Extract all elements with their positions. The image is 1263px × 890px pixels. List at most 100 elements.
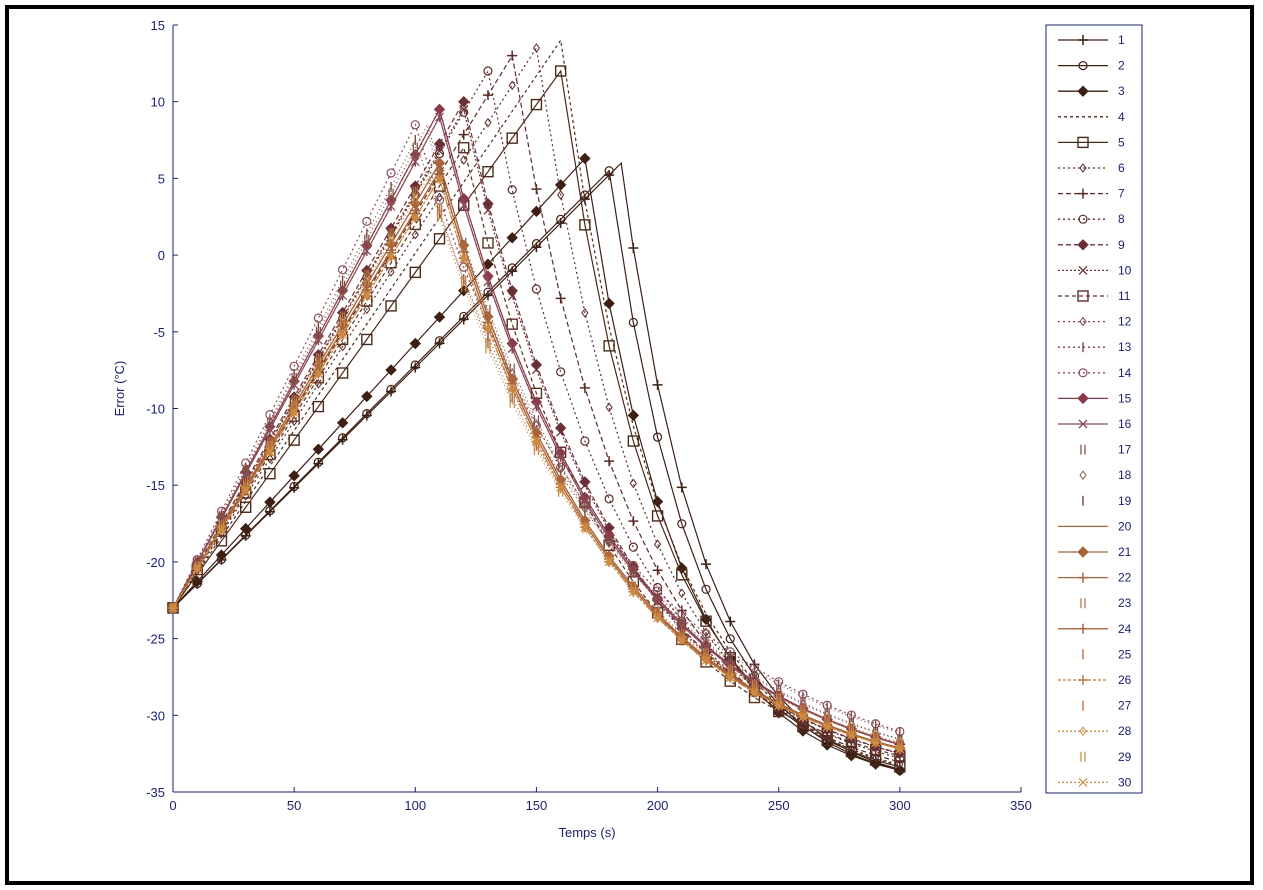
y-tick-label: -10 (146, 402, 165, 417)
series-line-8 (172, 69, 901, 759)
data-point (483, 277, 493, 287)
legend-label: 22 (1118, 571, 1132, 585)
data-point (434, 195, 445, 205)
legend-label: 9 (1118, 238, 1125, 252)
data-point (410, 120, 420, 130)
data-point (628, 542, 638, 552)
data-point (362, 216, 372, 226)
legend-item-17: 17 (1080, 443, 1132, 457)
legend-item-12: 12 (1058, 315, 1132, 329)
x-tick-label: 350 (1010, 798, 1032, 813)
legend-item-27: 27 (1082, 699, 1132, 713)
x-axis-label: Temps (s) (558, 825, 615, 840)
data-point (312, 400, 325, 413)
data-point (580, 496, 590, 506)
legend-item-24: 24 (1058, 622, 1132, 636)
data-point (531, 284, 542, 294)
legend-marker (1078, 675, 1088, 685)
legend-label: 19 (1118, 494, 1132, 508)
data-point (242, 467, 250, 477)
data-point (894, 764, 906, 777)
data-point (628, 516, 639, 527)
data-point (676, 482, 687, 493)
data-point (336, 417, 349, 429)
data-point (314, 331, 322, 342)
x-tick-label: 50 (287, 798, 301, 813)
data-point (290, 376, 298, 387)
data-point (433, 311, 446, 323)
data-point (482, 258, 494, 270)
legend-marker (1077, 85, 1089, 97)
data-point (653, 613, 663, 623)
data-point (433, 103, 446, 116)
data-point (387, 195, 395, 206)
data-point (386, 201, 396, 211)
series-line-28 (172, 176, 901, 750)
series-25 (172, 169, 901, 748)
legend-label: 8 (1118, 212, 1125, 226)
legend-label: 20 (1118, 519, 1132, 533)
data-point (531, 184, 542, 195)
data-point (725, 616, 736, 627)
data-point (362, 291, 372, 301)
data-point (507, 291, 517, 301)
legend-item-20: 20 (1058, 519, 1132, 533)
data-point (556, 482, 566, 492)
legend-item-23: 23 (1080, 596, 1132, 610)
data-point (556, 367, 566, 377)
legend-item-18: 18 (1079, 468, 1132, 482)
data-point (580, 480, 590, 490)
legend-label: 7 (1118, 187, 1125, 201)
series-2 (168, 166, 905, 776)
data-point (410, 360, 420, 370)
data-point (362, 409, 372, 419)
series-29 (170, 176, 903, 749)
legend-marker (1078, 60, 1088, 71)
series-27 (172, 173, 901, 755)
data-point (555, 293, 566, 304)
legend-item-11: 11 (1058, 289, 1131, 303)
y-tick-label: -25 (146, 632, 165, 647)
legend-label: 24 (1118, 622, 1132, 636)
data-point (338, 433, 348, 443)
data-point (530, 205, 543, 218)
data-point (436, 212, 443, 223)
legend-item-3: 3 (1058, 84, 1125, 98)
data-point (361, 333, 373, 346)
data-point (554, 447, 567, 459)
data-point (459, 254, 469, 264)
data-point (338, 330, 348, 340)
data-point (460, 155, 468, 165)
data-point (289, 481, 299, 492)
data-point (385, 364, 397, 376)
series-line-27 (172, 176, 901, 750)
data-point (627, 435, 640, 447)
legend-marker (1079, 316, 1087, 327)
series-28 (169, 173, 904, 754)
series-line-25 (172, 169, 901, 744)
legend-marker (1077, 392, 1089, 405)
series-24 (168, 165, 905, 754)
series-line-17 (172, 123, 901, 740)
data-point (676, 569, 688, 581)
x-tick-label: 200 (647, 798, 669, 813)
legend-item-2: 2 (1058, 59, 1125, 73)
x-tick-label: 100 (404, 798, 426, 813)
legend-label: 10 (1118, 263, 1132, 277)
data-point (313, 313, 323, 323)
legend-label: 6 (1118, 161, 1125, 175)
data-point (676, 562, 688, 574)
legend-label: 26 (1118, 673, 1132, 687)
data-point (652, 379, 663, 390)
data-point (386, 168, 396, 178)
legend-item-5: 5 (1058, 135, 1125, 149)
y-tick-label: -30 (146, 708, 165, 723)
data-point (556, 427, 566, 437)
legend-marker (1079, 163, 1087, 173)
y-tick-label: -15 (146, 478, 165, 493)
data-point (288, 470, 300, 482)
legend-item-28: 28 (1058, 724, 1132, 738)
legend-label: 30 (1118, 775, 1132, 789)
data-point (435, 173, 444, 183)
legend-marker (1080, 751, 1086, 762)
